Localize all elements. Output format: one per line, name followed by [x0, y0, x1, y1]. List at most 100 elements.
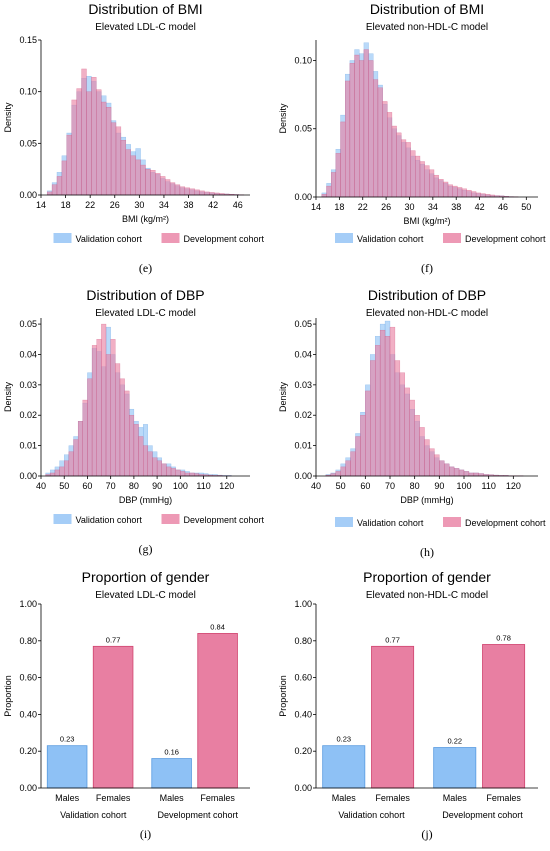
development-histogram-bar [439, 460, 445, 477]
x-tick-label: 70 [385, 481, 395, 491]
y-tick-label: 0.00 [19, 471, 37, 481]
y-axis-label: Density [278, 103, 288, 134]
bar-value-label: 0.23 [60, 735, 75, 744]
x-tick-label: 120 [506, 481, 521, 491]
development-histogram-bar [140, 164, 146, 196]
chart-subtitle: Elevated non-HDL-C model [366, 590, 488, 601]
development-histogram-bar [360, 415, 366, 477]
x-tick-label: 38 [451, 202, 461, 212]
development-histogram-bar [468, 472, 475, 477]
development-histogram-bar [77, 421, 83, 477]
x-axis-label: BMI (kg/m²) [122, 214, 169, 224]
y-tick-label: 0.03 [294, 380, 312, 390]
legend-swatch-validation [335, 233, 353, 243]
development-histogram-bar [363, 49, 369, 198]
x-tick-label: 38 [184, 200, 194, 210]
legend-swatch-development [161, 233, 180, 243]
development-histogram-bar [51, 184, 58, 196]
y-axis-label: Density [3, 102, 13, 133]
y-tick-label: 0.00 [294, 192, 312, 202]
development-histogram-bar [458, 469, 465, 477]
y-tick-label: 0.60 [294, 673, 312, 683]
development-histogram-bar [125, 149, 131, 196]
legend-swatch-development [443, 233, 461, 243]
bar-value-label: 0.23 [336, 735, 351, 744]
x-category-label: Males [160, 793, 185, 803]
development-histogram-bar [91, 77, 97, 196]
development-histogram-bar [96, 339, 102, 477]
development-histogram-bar [59, 466, 65, 477]
development-histogram-bar [46, 191, 53, 196]
development-histogram-bar [101, 101, 107, 196]
x-axis-label: DBP (mmHg) [119, 495, 172, 505]
development-histogram-bar [81, 68, 87, 196]
development-histogram-bar [370, 360, 376, 477]
development-histogram-bar [68, 451, 74, 477]
chart-panel-1: Distribution of BMI Elevated LDL-C model 0… [3, 1, 265, 275]
x-tick-label: 30 [134, 200, 144, 210]
development-histogram-bar [345, 460, 351, 477]
chart-subtitle: Elevated LDL-C model [95, 308, 196, 319]
chart-panel-2: Distribution of BMI Elevated non-HDL-C mo… [278, 1, 546, 275]
x-tick-label: 26 [110, 200, 120, 210]
legend-label-development: Development cohort [465, 234, 546, 244]
development-histogram-bar [326, 185, 332, 198]
bar-females [92, 645, 134, 789]
x-tick-label: 40 [311, 481, 321, 491]
chart-panel-6: Proportion of gender Elevated non-HDL-C m… [278, 569, 538, 841]
development-histogram-bar [66, 134, 72, 196]
development-histogram-bar [160, 176, 166, 196]
x-category-label: Males [443, 793, 468, 803]
y-axis-label: Proportion [278, 675, 288, 717]
development-histogram-bar [399, 372, 405, 477]
development-histogram-bar [138, 436, 144, 477]
development-histogram-bar [485, 194, 491, 198]
y-tick-label: 0.04 [294, 349, 312, 359]
x-tick-label: 120 [219, 481, 234, 491]
x-tick-label: 22 [358, 202, 368, 212]
y-tick-label: 0.05 [294, 124, 312, 134]
x-axis-label: BMI (kg/m²) [404, 216, 451, 226]
development-histogram-bar [115, 126, 122, 196]
development-histogram-bar [452, 185, 458, 198]
chart-subtitle: Elevated LDL-C model [95, 590, 196, 601]
x-tick-label: 50 [59, 481, 69, 491]
y-tick-label: 0.01 [294, 441, 312, 451]
y-tick-label: 0.20 [294, 746, 312, 756]
x-tick-label: 42 [208, 200, 218, 210]
development-histogram-bar [169, 182, 176, 196]
development-histogram-bar [184, 187, 190, 196]
panel-letter: (e) [139, 261, 152, 275]
development-histogram-bar [424, 439, 430, 477]
panel-letter: (i) [140, 827, 151, 841]
development-histogram-bar [443, 181, 449, 198]
y-tick-label: 1.00 [19, 599, 37, 609]
development-histogram-bar [444, 463, 450, 477]
development-histogram-bar [145, 168, 151, 196]
chart-panel-5: Proportion of gender Elevated LDL-C model… [3, 569, 250, 841]
chart-title: Distribution of BMI [370, 1, 484, 17]
legend-swatch-validation [335, 517, 353, 527]
legend-label-development: Development cohort [184, 515, 265, 525]
development-histogram-bar [389, 326, 396, 477]
group-label: Development cohort [442, 810, 523, 820]
development-histogram-bar [438, 179, 444, 198]
development-histogram-bar [429, 448, 435, 477]
development-histogram-bar [359, 60, 365, 198]
development-histogram-bar [429, 169, 435, 198]
development-histogram-bar [449, 466, 455, 477]
development-histogram-bar [164, 179, 171, 196]
development-histogram-bar [433, 174, 439, 198]
development-histogram-bar [82, 399, 88, 477]
y-tick-label: 0.10 [294, 55, 312, 65]
chart-title: Proportion of gender [363, 569, 491, 585]
development-histogram-bar [377, 87, 383, 198]
development-histogram-bar [365, 390, 371, 477]
x-tick-label: 110 [481, 481, 495, 491]
y-tick-label: 0.03 [19, 380, 37, 390]
development-histogram-bar [424, 165, 430, 198]
development-histogram-bar [130, 155, 136, 196]
y-tick-label: 0.80 [294, 636, 312, 646]
bar-females [197, 633, 238, 789]
